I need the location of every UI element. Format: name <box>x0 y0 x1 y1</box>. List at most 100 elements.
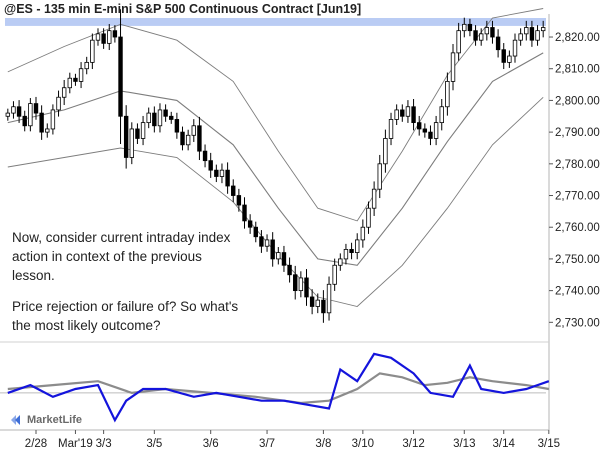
candle <box>343 243 349 265</box>
candle <box>405 100 411 123</box>
candle-body-up <box>445 81 450 108</box>
candle-body-up <box>56 96 61 111</box>
candle <box>67 72 73 94</box>
candle <box>11 101 16 119</box>
candle-body-down <box>501 49 506 63</box>
candle <box>326 276 332 321</box>
price-tick-label: 2,820.00 <box>555 32 600 44</box>
candle <box>360 219 366 248</box>
candle-body-down <box>270 239 275 260</box>
candle-body-down <box>309 296 315 307</box>
time-axis: 2/28 Mar'19 3/3 3/5 3/6 3/7 3/8 3/10 3/12 3/13 3/1… <box>0 429 560 450</box>
candle <box>225 162 230 194</box>
time-tick-label: 3/10 <box>352 438 374 450</box>
candle-body-down <box>214 169 219 177</box>
candle-body-down <box>321 299 326 314</box>
candle-body-up <box>84 61 89 70</box>
candle <box>185 129 191 151</box>
candle <box>61 79 67 106</box>
candle <box>411 98 416 131</box>
candle <box>462 17 467 38</box>
candle <box>95 28 101 46</box>
price-tick-label: 2,730.00 <box>555 317 600 329</box>
candle-body-down <box>417 122 422 130</box>
time-tick-label: 3/15 <box>538 438 560 450</box>
marketlife-logo-icon <box>11 415 20 425</box>
candle <box>214 164 219 183</box>
candle-body-up <box>360 226 366 241</box>
candle-body-down <box>197 125 202 152</box>
candle <box>490 20 495 44</box>
candle-body-down <box>259 236 264 247</box>
candle <box>524 20 529 41</box>
band-lower-line <box>7 96 544 307</box>
candle <box>422 123 428 138</box>
candle <box>174 112 180 139</box>
candle <box>236 188 242 212</box>
candle-body-up <box>518 33 523 41</box>
candle <box>377 154 382 199</box>
annotation-line: Now, consider current intraday index <box>12 230 231 245</box>
candle <box>22 110 27 132</box>
candle-body-down <box>123 115 129 158</box>
candle <box>264 234 270 252</box>
candle-body-down <box>163 109 168 117</box>
candle-body-down <box>174 119 180 133</box>
candle-body-up <box>388 119 394 139</box>
candle <box>298 271 304 298</box>
candle <box>73 73 78 86</box>
candle-body-up <box>5 112 11 117</box>
candle <box>101 28 106 49</box>
candle <box>78 62 84 89</box>
candle-body-down <box>236 195 242 206</box>
candle <box>281 245 287 272</box>
candle <box>433 115 439 146</box>
candle-body-up <box>146 112 151 124</box>
candle <box>473 25 478 46</box>
indicator-fast-line <box>7 352 550 423</box>
candle <box>512 33 518 63</box>
candle-body-up <box>298 277 304 292</box>
candle-body-up <box>140 122 146 139</box>
price-tick-label: 2,790.00 <box>555 127 600 139</box>
candle-body-down <box>231 185 236 196</box>
candle <box>191 119 196 142</box>
candle-body-down <box>33 103 39 114</box>
candle-body-down <box>73 77 78 82</box>
candle <box>287 257 292 283</box>
candle <box>16 100 22 123</box>
candle-body-up <box>95 33 101 41</box>
candle <box>129 122 134 165</box>
candle-body-down <box>16 106 22 117</box>
candle <box>518 28 523 46</box>
price-tick-label: 2,780.00 <box>555 159 600 171</box>
candle-body-down <box>529 27 535 41</box>
candle-body-up <box>439 106 444 124</box>
candle <box>535 25 540 46</box>
candle-body-up <box>61 87 67 98</box>
candle <box>123 105 129 169</box>
candle-body-up <box>264 239 270 247</box>
candle-body-up <box>129 128 134 158</box>
candle <box>152 106 157 133</box>
indicator-slow-line <box>7 372 549 405</box>
candle <box>371 181 377 216</box>
candle <box>112 25 118 43</box>
candle-body-up <box>185 134 191 146</box>
candle <box>231 179 236 203</box>
candle <box>219 163 225 184</box>
candle-body-down <box>349 249 354 253</box>
candle-body-down <box>400 109 405 117</box>
candle-body-up <box>456 30 461 54</box>
candle <box>332 258 337 291</box>
time-tick-label: 3/7 <box>259 438 275 450</box>
candle-body-down <box>112 30 118 38</box>
candle-body-up <box>67 77 73 89</box>
candle-body-up <box>540 27 546 32</box>
candle <box>388 112 394 146</box>
candle <box>355 233 360 260</box>
candle-body-down <box>208 160 213 171</box>
price-tick-label: 2,810.00 <box>555 64 600 76</box>
candle <box>349 242 354 260</box>
